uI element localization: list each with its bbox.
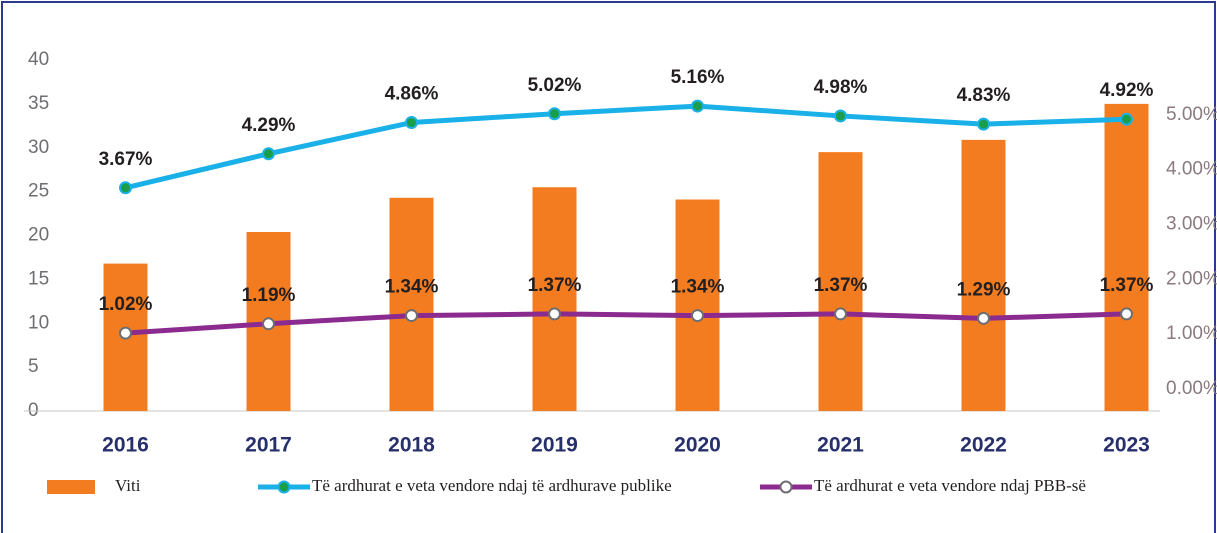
y-tick-label: 5 bbox=[28, 356, 39, 377]
data-label: 5.02% bbox=[528, 75, 582, 96]
data-label: 4.98% bbox=[814, 77, 868, 98]
bar bbox=[675, 199, 720, 411]
legend-label: Të ardhurat e veta vendore ndaj PBB-së bbox=[814, 476, 1086, 495]
legend-label: Të ardhurat e veta vendore ndaj të ardhu… bbox=[312, 476, 672, 495]
y-tick-label: 25 bbox=[28, 181, 49, 202]
data-label: 1.37% bbox=[1100, 275, 1154, 296]
y2-tick-label: 2.00% bbox=[1166, 268, 1217, 289]
line-marker bbox=[262, 147, 275, 161]
line-marker bbox=[119, 326, 132, 340]
line-marker bbox=[405, 309, 418, 323]
legend-marker bbox=[277, 480, 291, 494]
y-tick-label: 40 bbox=[28, 49, 49, 70]
line-marker bbox=[691, 99, 704, 113]
y2-tick-label: 4.00% bbox=[1166, 159, 1217, 180]
data-label: 1.37% bbox=[528, 275, 582, 296]
data-label: 4.86% bbox=[385, 84, 439, 105]
x-tick-label: 2018 bbox=[388, 434, 435, 457]
line-marker bbox=[691, 309, 704, 323]
legend-marker bbox=[779, 480, 793, 494]
y-tick-label: 35 bbox=[28, 93, 49, 114]
line bbox=[124, 103, 1127, 191]
line-marker bbox=[119, 181, 132, 195]
line-marker bbox=[262, 317, 275, 331]
line-marker bbox=[834, 307, 847, 321]
bar bbox=[532, 187, 577, 411]
legend-swatch bbox=[47, 480, 95, 494]
x-tick-label: 2020 bbox=[674, 434, 721, 457]
data-label: 1.34% bbox=[671, 277, 725, 298]
y2-tick-label: 5.00% bbox=[1166, 104, 1217, 125]
y-tick-label: 30 bbox=[28, 137, 49, 158]
line-marker bbox=[834, 109, 847, 123]
x-tick-label: 2022 bbox=[960, 434, 1007, 457]
data-label: 4.92% bbox=[1100, 80, 1154, 101]
line-marker bbox=[548, 307, 561, 321]
legend-label: Viti bbox=[115, 476, 141, 495]
line-marker bbox=[1120, 307, 1133, 321]
x-tick-label: 2021 bbox=[817, 434, 864, 457]
bar bbox=[818, 152, 863, 411]
data-label: 3.67% bbox=[99, 149, 153, 170]
bar bbox=[1104, 103, 1149, 411]
y2-tick-label: 3.00% bbox=[1166, 214, 1217, 235]
bar bbox=[389, 197, 434, 411]
line-marker bbox=[548, 107, 561, 121]
data-label: 1.34% bbox=[385, 277, 439, 298]
y-tick-label: 10 bbox=[28, 312, 49, 333]
x-tick-label: 2017 bbox=[245, 434, 292, 457]
line-marker bbox=[1120, 112, 1133, 126]
data-label: 4.29% bbox=[242, 115, 296, 136]
data-label: 1.19% bbox=[242, 285, 296, 306]
data-label: 1.29% bbox=[957, 279, 1011, 300]
y2-tick-label: 1.00% bbox=[1166, 323, 1217, 344]
line-marker bbox=[405, 116, 418, 130]
x-tick-label: 2016 bbox=[102, 434, 149, 457]
data-label: 5.16% bbox=[671, 67, 725, 88]
data-label: 1.02% bbox=[99, 294, 153, 315]
line-marker bbox=[977, 311, 990, 325]
y2-tick-label: 0.00% bbox=[1166, 378, 1217, 399]
x-tick-label: 2019 bbox=[531, 434, 578, 457]
data-label: 1.37% bbox=[814, 275, 868, 296]
line bbox=[125, 311, 1127, 336]
x-tick-label: 2023 bbox=[1103, 434, 1150, 457]
data-label: 4.83% bbox=[957, 85, 1011, 106]
bar bbox=[961, 139, 1006, 412]
line-marker bbox=[977, 117, 990, 131]
y-tick-label: 15 bbox=[28, 268, 49, 289]
y-tick-label: 20 bbox=[28, 225, 49, 246]
